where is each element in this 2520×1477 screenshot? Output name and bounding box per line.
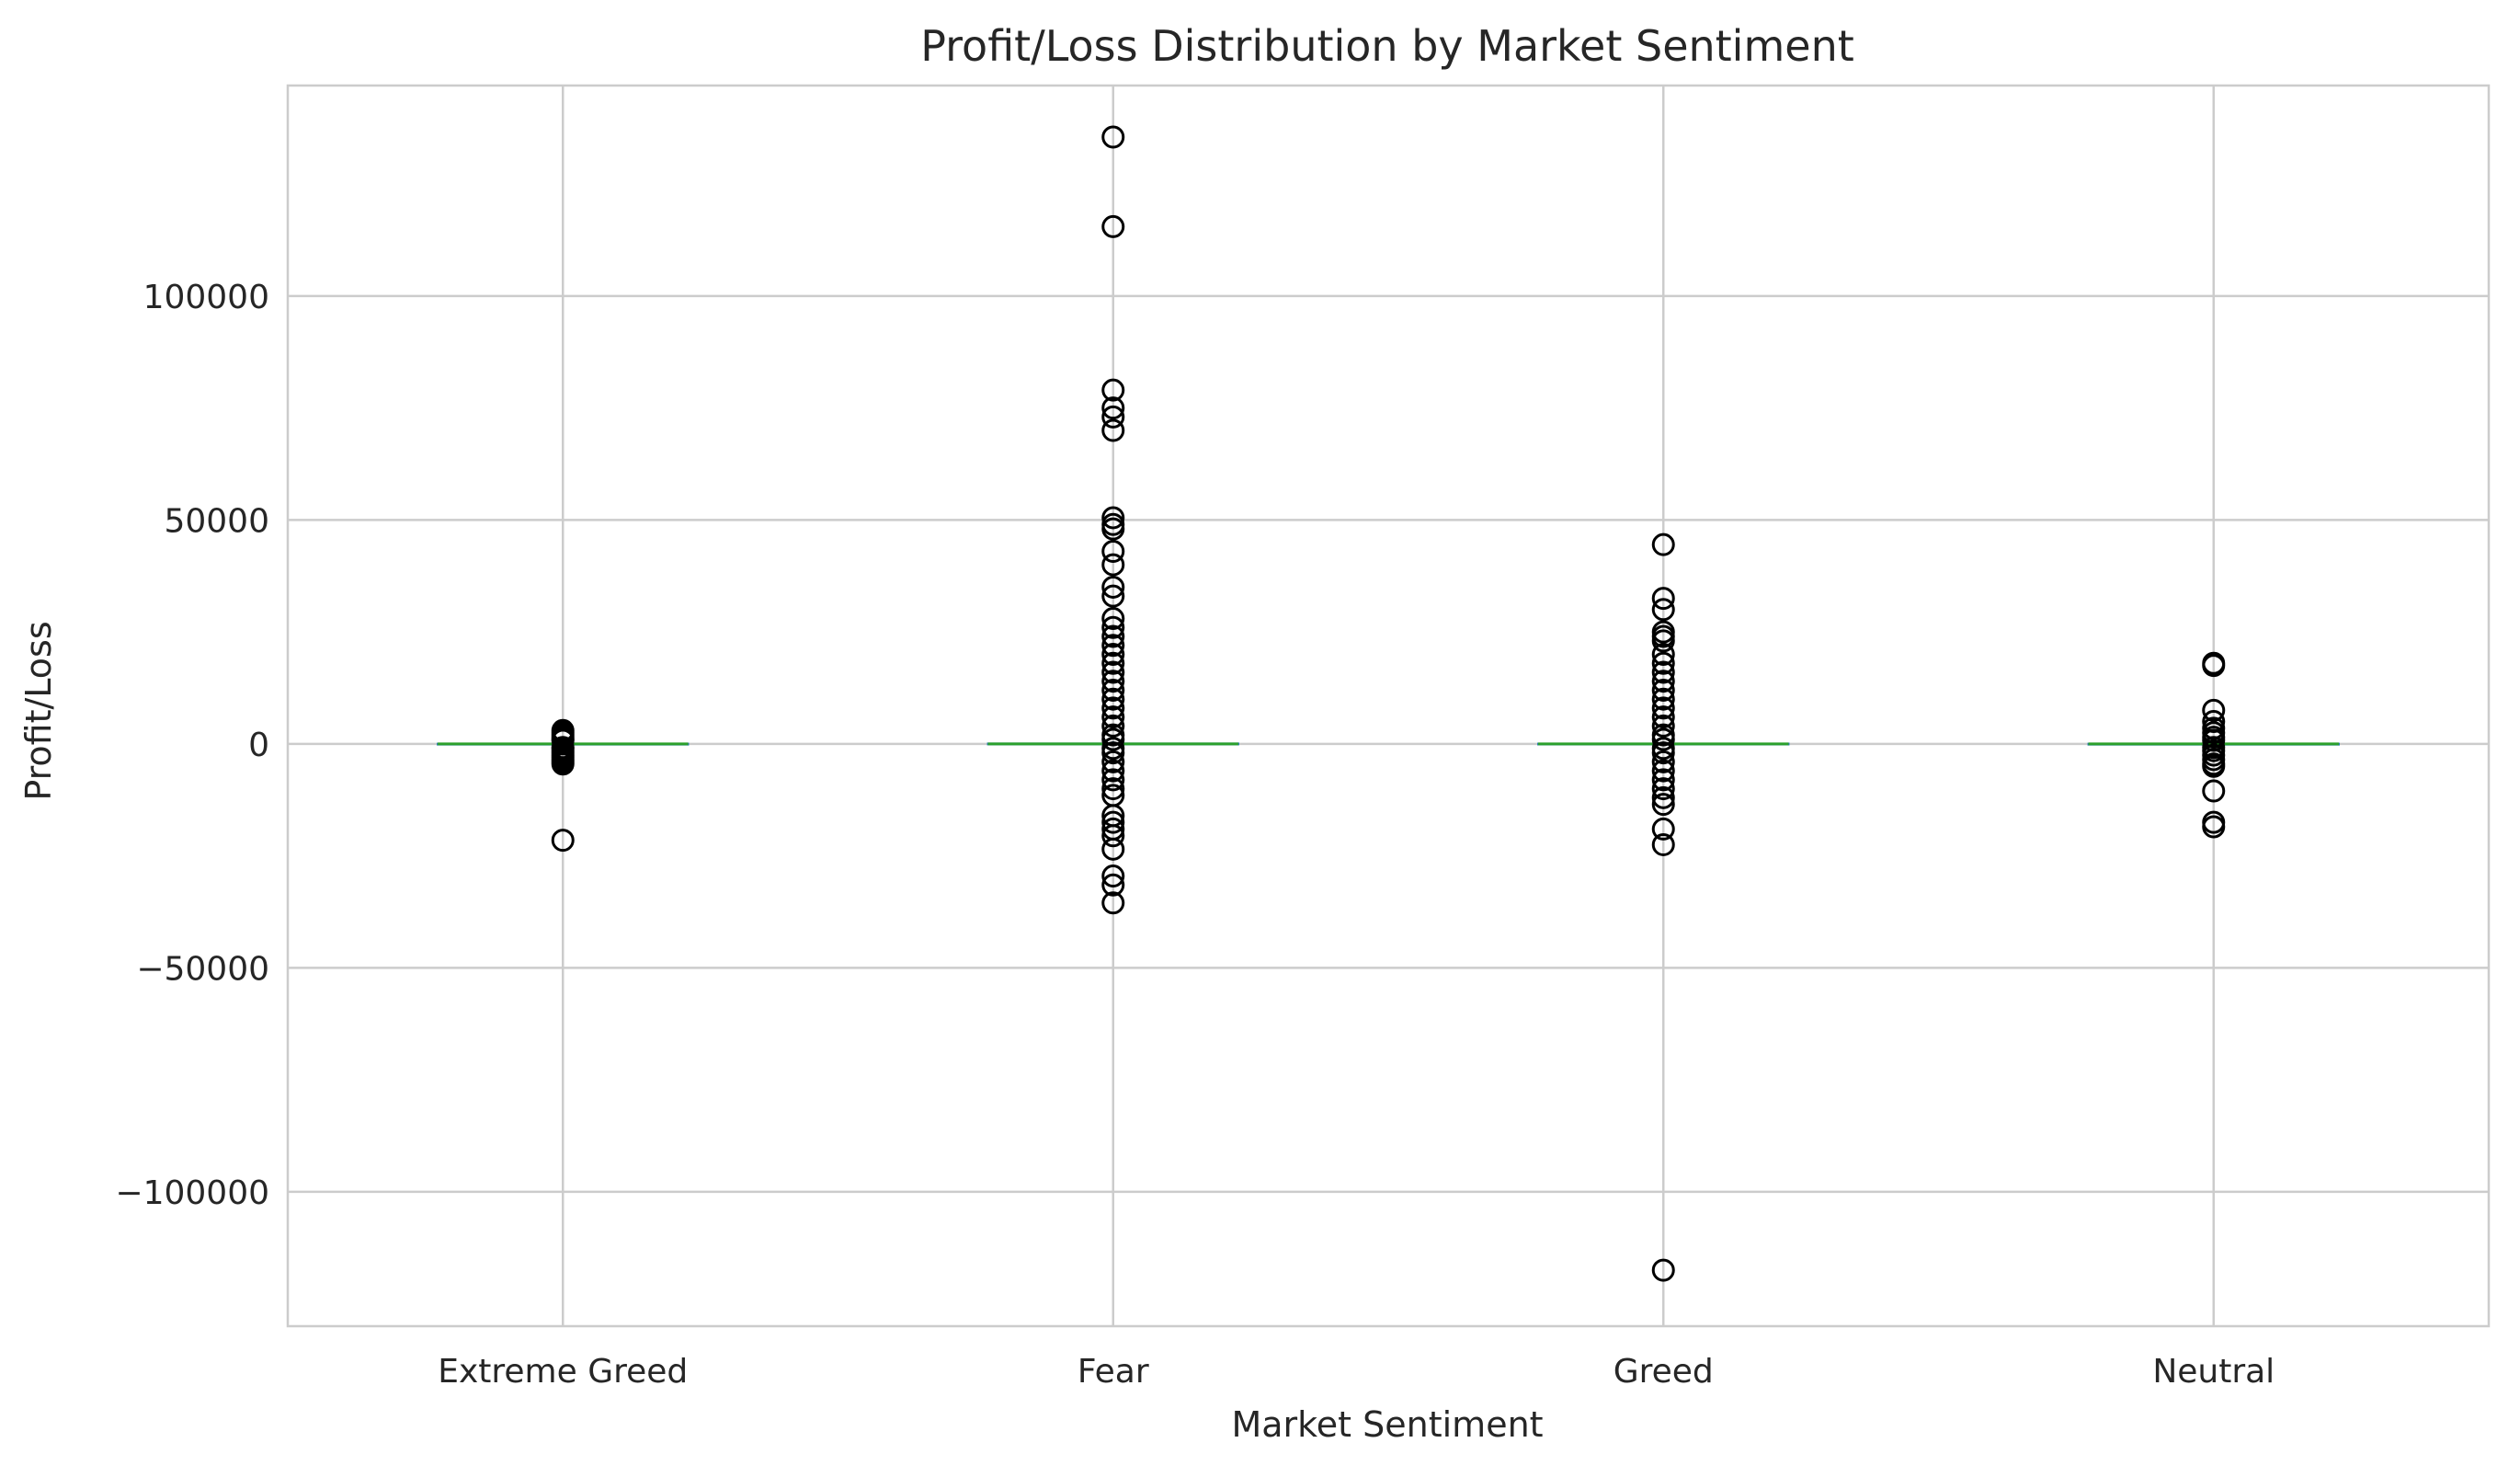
outlier-point [2202,754,2226,778]
x-axis-label: Market Sentiment [1231,1404,1543,1445]
outlier-point [1101,777,1125,801]
outlier-point [1101,634,1125,658]
y-tick-label: 100000 [143,279,269,316]
outlier-point [1101,759,1125,783]
outlier-point [1101,750,1125,773]
outlier-point [1651,670,1675,693]
outlier-point [1101,864,1125,888]
outlier-point [1101,660,1125,684]
outlier-point [1101,584,1125,608]
outlier-point [1101,687,1125,711]
outlier-point [1101,651,1125,675]
plot-frame [286,84,2491,1328]
x-tick-label: Neutral [2152,1353,2275,1391]
outlier-point [1651,587,1675,611]
chart-title: Profit/Loss Distribution by Market Senti… [920,21,1854,71]
outlier-point [1101,418,1125,442]
y-tick-label: 50000 [164,502,269,540]
outlier-point [1101,396,1125,420]
y-tick-label: −100000 [115,1174,269,1212]
outlier-point [1101,741,1125,765]
outlier-point [1101,705,1125,729]
outlier-point [551,829,575,853]
y-axis-label: Profit/Loss [18,621,59,800]
outlier-point [1651,741,1675,765]
outlier-point [1101,517,1125,541]
outlier-point [1651,777,1675,801]
x-tick-label: Extreme Greed [438,1353,688,1391]
outlier-point [551,752,575,776]
outlier-point [2202,710,2226,734]
outlier-point [1101,891,1125,915]
outlier-point [1101,696,1125,720]
outlier-point [1101,810,1125,834]
outlier-point [1101,727,1125,751]
x-tick-labels: Extreme Greed Fear Greed Neutral [438,1353,2275,1391]
outlier-point [1101,125,1125,149]
outlier-point [1101,405,1125,429]
outlier-point [1101,214,1125,238]
outlier-point [1651,660,1675,684]
outlier-point [1651,598,1675,622]
x-tick-label: Fear [1078,1353,1149,1391]
outlier-point [1651,678,1675,702]
outlier-point [1101,539,1125,563]
outlier-point [1101,714,1125,738]
outlier-point [2202,698,2226,722]
y-tick-label: 0 [248,727,269,764]
outlier-point [1651,759,1675,783]
outlier-point [1651,727,1675,751]
outlier-point [1101,615,1125,639]
outlier-point [2202,815,2226,839]
outlier-point [1651,793,1675,817]
outlier-point [1651,696,1675,720]
outlier-point [1651,651,1675,675]
outlier-point [1651,629,1675,653]
outlier-point [1651,817,1675,841]
outlier-point [1651,714,1675,738]
x-tick-label: Greed [1613,1353,1714,1391]
outlier-point [2202,654,2226,678]
y-tick-label: −50000 [136,950,269,988]
outlier-point [1651,785,1675,809]
outlier-point [1101,642,1125,666]
outlier-point [1101,678,1125,702]
outlier-point [1651,687,1675,711]
outlier-point [1651,705,1675,729]
outliers [551,125,2226,1282]
outlier-point [1101,607,1125,631]
outlier-point [1651,750,1675,773]
outlier-point [1651,768,1675,792]
outlier-point [1651,642,1675,666]
outlier-point [1101,873,1125,897]
outlier-point [1101,670,1125,693]
outlier-point [1651,1258,1675,1282]
outlier-point [1101,553,1125,577]
outlier-point [1101,506,1125,530]
outlier-point [2202,779,2226,803]
y-tick-labels: 100000 50000 0 −50000 −100000 [115,279,269,1212]
outlier-point [1651,532,1675,556]
outlier-point [1101,837,1125,861]
outlier-point [1101,378,1125,402]
outlier-point [1101,824,1125,848]
outlier-point [1101,768,1125,792]
outlier-point [1101,575,1125,599]
outlier-point [1651,832,1675,856]
outlier-point [1101,624,1125,648]
